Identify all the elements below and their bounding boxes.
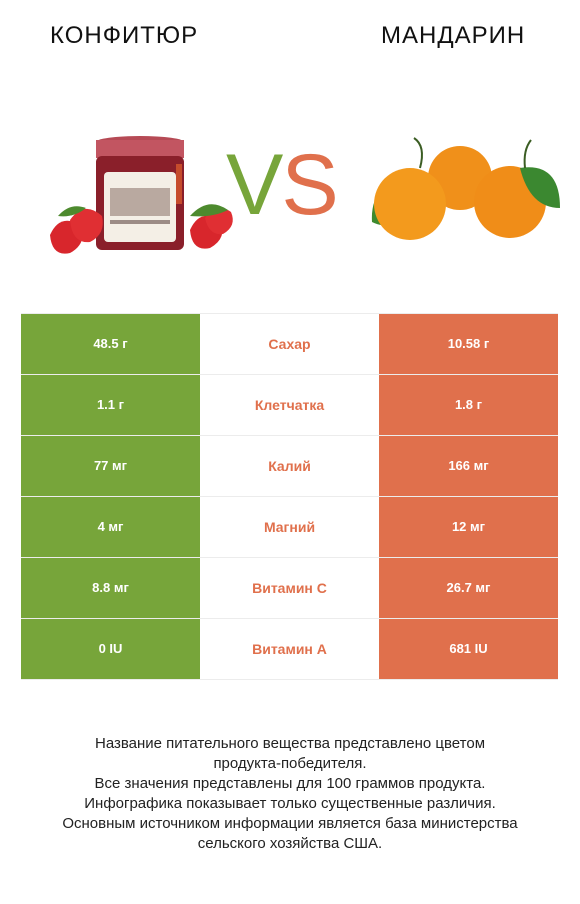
- table-row: 1.1 г Клетчатка 1.8 г: [21, 374, 558, 435]
- footnote-line: продукта-победителя.: [213, 755, 367, 772]
- footnote-line: Все значения представлены для 100 граммо…: [94, 775, 486, 792]
- footnote-line: Название питательного вещества представл…: [94, 735, 486, 752]
- table-row: 77 мг Калий 166 мг: [21, 435, 558, 496]
- nutrient-label: Магний: [263, 519, 316, 535]
- left-product-title: КОНФИТЮР: [50, 22, 199, 49]
- table-row: 0 IU Витамин A 681 IU: [21, 618, 558, 680]
- nutrient-label: Клетчатка: [254, 397, 325, 413]
- table-row: 48.5 г Сахар 10.58 г: [21, 313, 558, 374]
- left-value: 1.1 г: [21, 375, 200, 435]
- nutrient-label: Витамин A: [252, 641, 327, 657]
- vs-label: VS: [226, 137, 339, 233]
- comparison-table: 48.5 г Сахар 10.58 г 1.1 г Клетчатка 1.8…: [21, 313, 558, 680]
- left-value: 48.5 г: [21, 314, 200, 374]
- left-value: 0 IU: [21, 619, 200, 679]
- right-value: 12 мг: [379, 497, 558, 557]
- nutrient-label: Калий: [268, 458, 311, 474]
- table-row: 8.8 мг Витамин C 26.7 мг: [21, 557, 558, 618]
- right-value: 681 IU: [379, 619, 558, 679]
- nutrient-label: Витамин C: [252, 580, 327, 596]
- footnote-line: Основным источником информации является …: [62, 815, 518, 832]
- footnote-line: Инфографика показывает только существенн…: [84, 795, 496, 812]
- left-value: 77 мг: [21, 436, 200, 496]
- footnote: Название питательного вещества представл…: [20, 734, 560, 854]
- jam-jar-image: [50, 136, 233, 254]
- vs-v-letter: V: [226, 137, 283, 233]
- left-value: 4 мг: [21, 497, 200, 557]
- footnote-line: сельского хозяйства США.: [197, 835, 383, 852]
- right-product-title: МАНДАРИН: [381, 22, 526, 49]
- tangerines-image: [371, 137, 560, 240]
- right-value: 26.7 мг: [379, 558, 558, 618]
- right-value: 10.58 г: [379, 314, 558, 374]
- right-value: 1.8 г: [379, 375, 558, 435]
- table-row: 4 мг Магний 12 мг: [21, 496, 558, 557]
- vs-s-letter: S: [281, 137, 338, 233]
- left-value: 8.8 мг: [21, 558, 200, 618]
- right-value: 166 мг: [379, 436, 558, 496]
- nutrient-label: Сахар: [268, 336, 311, 352]
- hero-images: [50, 136, 560, 254]
